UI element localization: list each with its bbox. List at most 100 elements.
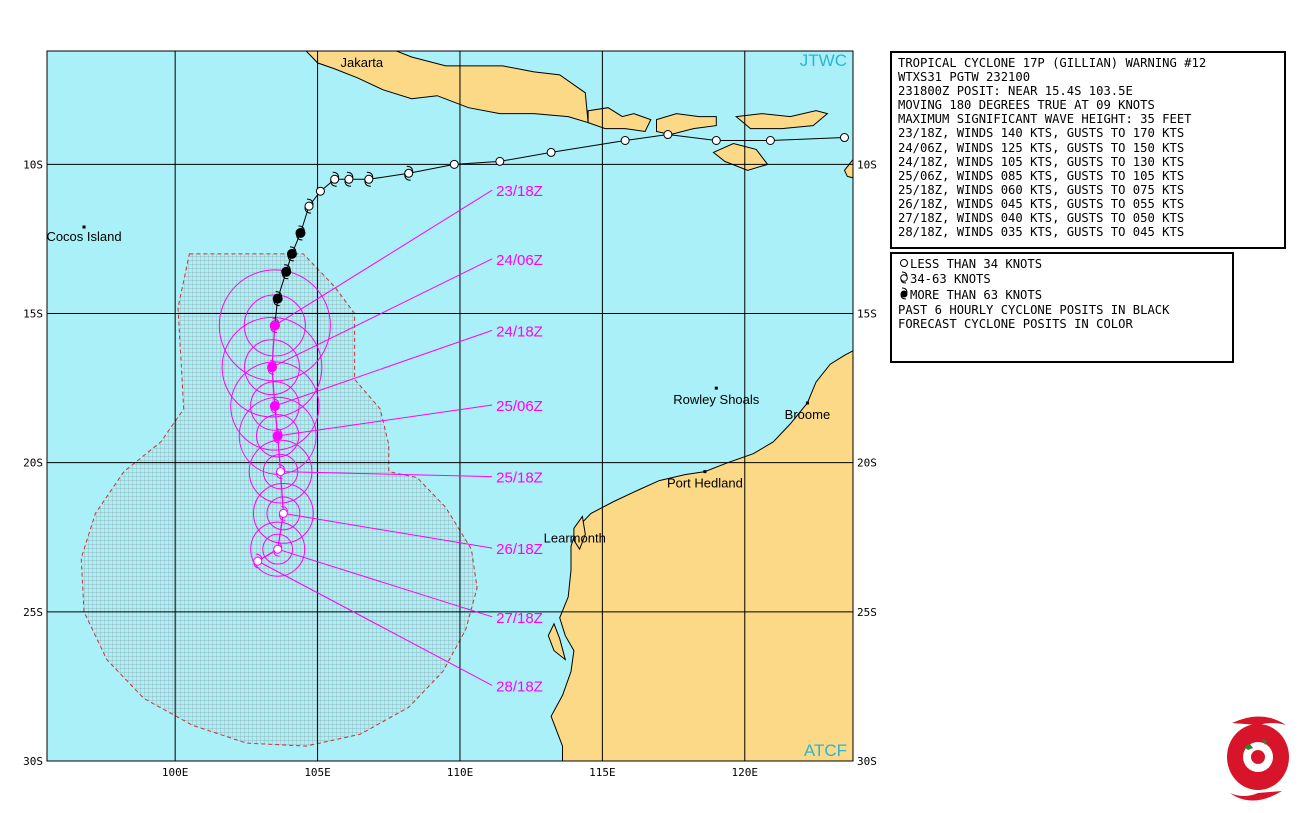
leader-line	[274, 329, 493, 407]
leader-line	[271, 258, 493, 368]
lat-tick-label-left: 25S	[23, 606, 43, 619]
wind-radius-inner	[256, 414, 300, 458]
lat-tick-label-right: 10S	[857, 158, 877, 171]
legend-box: LESS THAN 34 KNOTS 34-63 KNOTS MORE THAN…	[890, 252, 1234, 363]
warning-line: 25/18Z, WINDS 060 KTS, GUSTS TO 075 KTS	[898, 182, 1185, 197]
forecast-posit	[266, 359, 277, 375]
warning-line: MAXIMUM SIGNIFICANT WAVE HEIGHT: 35 FEET	[898, 112, 1192, 127]
past-posit	[546, 147, 556, 157]
leader-line	[257, 560, 493, 686]
wind-radius-inner	[262, 533, 294, 565]
lon-tick-label: 115E	[589, 766, 616, 779]
warning-line: MOVING 180 DEGREES TRUE AT 09 KNOTS	[898, 98, 1155, 113]
past-posit	[281, 264, 292, 280]
warning-line: 28/18Z, WINDS 035 KTS, GUSTS TO 045 KTS	[898, 225, 1185, 240]
forecast-time-label: 24/18Z	[496, 323, 543, 340]
wind-radius-circle	[250, 521, 306, 577]
warning-line: 23/18Z, WINDS 140 KTS, GUSTS TO 170 KTS	[898, 126, 1185, 141]
forecast-posit	[276, 464, 286, 480]
forecast-time-label: 25/18Z	[496, 470, 543, 487]
past-posit	[839, 133, 849, 143]
forecast-time-label: 25/06Z	[496, 398, 543, 415]
jtwc-logo	[1227, 716, 1289, 801]
land-flores	[734, 110, 829, 130]
past-posit	[711, 135, 721, 145]
danger-area	[80, 253, 478, 747]
cyclone-track	[253, 130, 849, 569]
lat-tick-label-left: 15S	[23, 308, 43, 321]
legend-note-forecast: FORECAST CYCLONE POSITS IN COLOR	[898, 317, 1133, 332]
forecast-time-label: 26/18Z	[496, 541, 543, 558]
land-sumbawa	[656, 113, 717, 136]
legend-note-past: PAST 6 HOURLY CYCLONE POSITS IN BLACK	[898, 303, 1170, 318]
legend-item-weak: LESS THAN 34 KNOTS	[898, 257, 1226, 271]
open-circle-icon	[898, 257, 910, 271]
past-posit	[286, 246, 297, 262]
legend-item-ts: 34-63 KNOTS	[898, 271, 1226, 287]
place-marker	[714, 386, 718, 390]
land-java	[305, 51, 589, 124]
place-labels: Jakarta Cocos Island Rowley Shoals Broome Po…	[46, 55, 830, 545]
forecast-time-label: 28/18Z	[496, 678, 543, 695]
past-posit	[495, 156, 505, 166]
past-posit	[304, 198, 314, 214]
warning-line: 25/06Z, WINDS 085 KTS, GUSTS TO 105 KTS	[898, 168, 1185, 183]
past-posit	[295, 225, 306, 241]
past-posit	[620, 135, 630, 145]
land-shark-bay	[547, 622, 567, 661]
wind-radius-inner	[244, 339, 300, 396]
wind-radius-inner	[250, 381, 300, 431]
place-marker	[82, 225, 86, 229]
system-label: ATCF	[804, 741, 847, 760]
lat-tick-label-left: 10S	[23, 158, 43, 171]
leader-line	[277, 548, 493, 618]
forecast-time-label: 24/06Z	[496, 252, 543, 269]
warning-line: 231800Z POSIT: NEAR 15.4S 103.5E	[898, 84, 1133, 99]
forecast-time-label: 23/18Z	[496, 183, 543, 200]
axis-labels: 100E 105E 110E 115E 120E 10S 10S 15S 15S 20S 20S 25…	[23, 158, 877, 779]
forecast-leader-lines	[257, 189, 493, 686]
cyclone-open-icon	[898, 271, 910, 287]
lon-tick-label: 110E	[447, 766, 474, 779]
warning-box: TROPICAL CYCLONE 17P (GILLIAN) WARNING #…	[890, 51, 1286, 249]
land-bali-lombok	[587, 107, 652, 133]
warning-line: TROPICAL CYCLONE 17P (GILLIAN) WARNING #…	[898, 56, 1207, 70]
past-posit	[449, 159, 459, 169]
land-masses	[287, 51, 853, 761]
lat-tick-label-right: 30S	[857, 755, 877, 768]
place-marker	[805, 401, 809, 405]
agency-label: JTWC	[800, 51, 847, 70]
warning-line: 27/18Z, WINDS 040 KTS, GUSTS TO 050 KTS	[898, 211, 1185, 226]
legend-item-strong: MORE THAN 63 KNOTS	[898, 287, 1226, 303]
land-sumatra	[287, 51, 291, 52]
wind-radius-inner	[266, 496, 301, 531]
place-label: Rowley Shoals	[673, 392, 759, 407]
past-posit	[765, 135, 775, 145]
forecast-posit	[272, 428, 283, 444]
past-posit	[272, 291, 283, 307]
leader-line	[280, 471, 493, 478]
leader-line	[274, 189, 493, 326]
forecast-time-label: 27/18Z	[496, 610, 543, 627]
lat-tick-label-right: 20S	[857, 457, 877, 470]
forecast-time-labels: 23/18Z 24/06Z 24/18Z 25/06Z 25/18Z 26/18Z 27/1…	[496, 183, 543, 695]
past-posit	[315, 186, 325, 196]
lat-tick-label-left: 30S	[23, 755, 43, 768]
place-label: Port Hedland	[667, 476, 743, 491]
warning-line: 24/06Z, WINDS 125 KTS, GUSTS TO 150 KTS	[898, 140, 1185, 155]
place-label: Cocos Island	[46, 229, 121, 244]
wind-radius-circle	[218, 269, 331, 382]
place-marker	[703, 470, 707, 474]
cyclone-filled-icon	[898, 287, 910, 303]
past-posit	[663, 130, 673, 140]
forecast-posit	[253, 553, 263, 569]
danger-area-fill	[80, 253, 478, 747]
lon-tick-label: 100E	[162, 766, 189, 779]
lat-tick-label-right: 15S	[857, 308, 877, 321]
leader-line	[283, 512, 493, 549]
past-posit	[404, 165, 414, 181]
lat-tick-label-right: 25S	[857, 606, 877, 619]
forecast-posit	[269, 317, 280, 333]
past-posit	[344, 171, 354, 187]
